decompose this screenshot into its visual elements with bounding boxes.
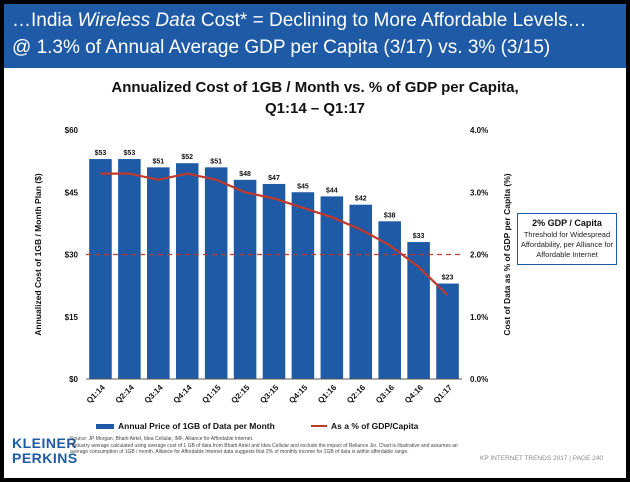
bar-value-label: $33 xyxy=(413,233,425,240)
bar-value-label: $38 xyxy=(384,212,396,219)
bar-value-label: $51 xyxy=(152,158,164,165)
bar-value-label: $47 xyxy=(268,175,280,182)
bar xyxy=(89,159,112,379)
footnote: *Industry average calculated using avera… xyxy=(70,442,458,456)
slide: …India Wireless Data Cost* = Declining t… xyxy=(4,4,626,478)
source-notes: Source: JP Morgan, Bharti Airtel, Idea C… xyxy=(70,436,465,456)
bar xyxy=(407,242,430,379)
bar xyxy=(262,183,286,379)
y2-tick-label: 2.0% xyxy=(470,251,488,260)
threshold-callout-body: Threshold for Widespread Affordability, … xyxy=(520,230,614,259)
y-tick-label: $0 xyxy=(69,375,78,384)
x-tick-label: Q2:14 xyxy=(114,383,136,405)
x-tick-label: Q4:15 xyxy=(287,383,309,405)
y2-tick-label: 1.0% xyxy=(470,313,488,322)
gdp-share-line xyxy=(100,172,449,296)
threshold-callout-title: 2% GDP / Capita xyxy=(532,218,602,228)
chart-subtitle: Q1:14 – Q1:17 xyxy=(264,100,366,117)
headline-line-2: @ 1.3% of Annual Average GDP per Capita … xyxy=(12,37,551,58)
chart-title: Annualized Cost of 1GB / Month vs. % of … xyxy=(111,79,519,96)
legend-line-label: As a % of GDP/Capita xyxy=(331,421,419,431)
legend-bar-swatch xyxy=(96,424,114,429)
kleiner-perkins-logo: KLEINER PERKINS xyxy=(12,435,78,466)
bar-value-label: $53 xyxy=(95,150,107,157)
y-tick-label: $45 xyxy=(65,188,79,197)
bar xyxy=(349,204,373,379)
bar-value-label: $52 xyxy=(181,154,193,161)
x-tick-label: Q3:15 xyxy=(258,383,280,405)
bar xyxy=(378,221,401,379)
page-footer: KP INTERNET TRENDS 2017 | PAGE 240 xyxy=(480,455,603,462)
x-tick-label: Q2:15 xyxy=(229,383,251,405)
bar-value-label: $23 xyxy=(442,275,454,282)
source-line: Source: JP Morgan, Bharti Airtel, Idea C… xyxy=(70,436,254,442)
bar xyxy=(436,283,459,379)
x-tick-label: Q1:17 xyxy=(432,383,454,405)
bar xyxy=(118,159,141,379)
y-tick-label: $15 xyxy=(65,313,79,322)
headline-line-1: …India Wireless Data Cost* = Declining t… xyxy=(12,10,587,31)
threshold-callout: 2% GDP / Capita Threshold for Widespread… xyxy=(517,213,617,266)
y2-tick-label: 3.0% xyxy=(470,188,488,197)
x-tick-label: Q1:16 xyxy=(316,383,338,405)
x-tick-label: Q1:14 xyxy=(85,383,107,405)
y-tick-label: $30 xyxy=(65,251,79,260)
x-tick-label: Q3:16 xyxy=(374,383,396,405)
x-tick-label: Q3:14 xyxy=(143,383,165,405)
bar xyxy=(233,179,257,379)
y-axis-label: Annualized Cost of 1GB / Month Plan ($) xyxy=(33,173,43,336)
bar-value-label: $42 xyxy=(355,196,367,203)
bar-value-label: $45 xyxy=(297,183,309,190)
x-tick-label: Q4:14 xyxy=(172,383,194,405)
bar xyxy=(175,163,199,379)
bar xyxy=(291,192,315,379)
bar xyxy=(204,167,228,379)
x-tick-label: Q1:15 xyxy=(200,383,222,405)
bar xyxy=(147,167,170,379)
y2-axis-label: Cost of Data as % of GDP per Capita (%) xyxy=(502,173,512,335)
bar xyxy=(320,196,344,379)
x-tick-label: Q4:16 xyxy=(403,383,425,405)
bar-value-label: $53 xyxy=(124,150,136,157)
bar-value-label: $51 xyxy=(210,158,222,165)
headline-banner: …India Wireless Data Cost* = Declining t… xyxy=(4,4,626,68)
x-tick-label: Q2:16 xyxy=(345,383,367,405)
y2-tick-label: 0.0% xyxy=(470,375,488,384)
bar-value-label: $44 xyxy=(326,187,338,194)
chart: $0 $15 $30 $45 $60 0.0% 1.0% 2.0% 3.0% 4.0% Annual… xyxy=(33,126,512,431)
y-tick-label: $60 xyxy=(65,126,79,135)
bar-value-label: $48 xyxy=(239,171,251,178)
legend-bar-label: Annual Price of 1GB of Data per Month xyxy=(118,421,275,431)
y2-tick-label: 4.0% xyxy=(470,126,488,135)
